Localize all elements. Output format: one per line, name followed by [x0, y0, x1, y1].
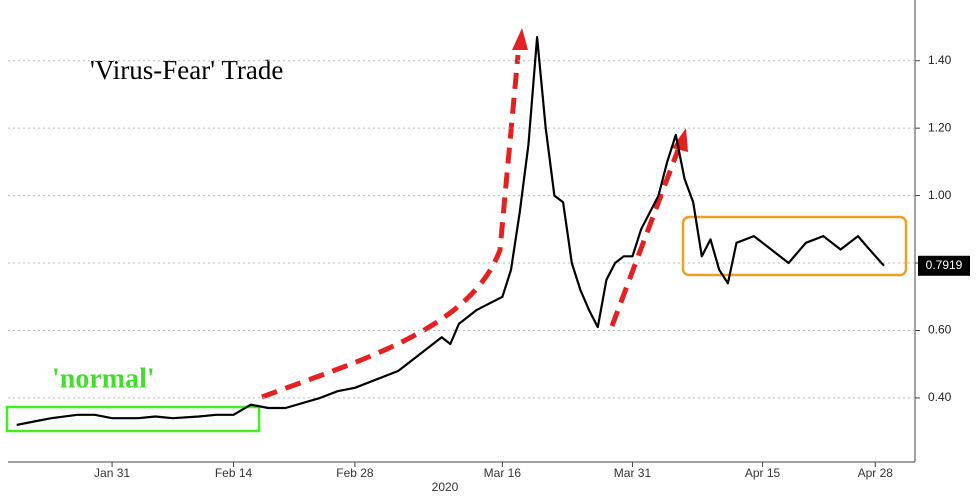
y-tick-label: 0.40: [928, 390, 952, 404]
range-box: [681, 215, 908, 277]
x-tick-label: Feb 14: [215, 466, 253, 480]
x-tick-label: Feb 28: [336, 466, 374, 480]
last-value-box: [918, 255, 970, 276]
arrowhead: [672, 128, 688, 152]
y-tick-label: 1.40: [928, 53, 952, 67]
y-tick-label: 0.60: [928, 323, 952, 337]
x-tick-label: Jan 31: [94, 466, 130, 480]
arrows: [261, 54, 681, 400]
arrow-line: [261, 54, 521, 400]
x-tick-label: Mar 16: [484, 466, 522, 480]
chart-title: 'Virus-Fear' Trade: [90, 55, 283, 85]
arrowhead: [512, 28, 528, 50]
arrowheads: [512, 28, 688, 152]
last-value-label: 0.7919: [926, 258, 963, 272]
annotation: 'normal': [52, 363, 155, 394]
x-axis-label: 2020: [432, 480, 459, 494]
arrow-line: [609, 149, 681, 327]
y-tick-label: 1.00: [928, 188, 952, 202]
x-tick-label: Mar 31: [614, 466, 652, 480]
normal-box: [5, 405, 261, 433]
line: [16, 36, 885, 426]
y-tick-label: 1.20: [928, 120, 952, 134]
x-tick-label: Apr 15: [745, 466, 781, 480]
x-tick-label: Apr 28: [858, 466, 894, 480]
